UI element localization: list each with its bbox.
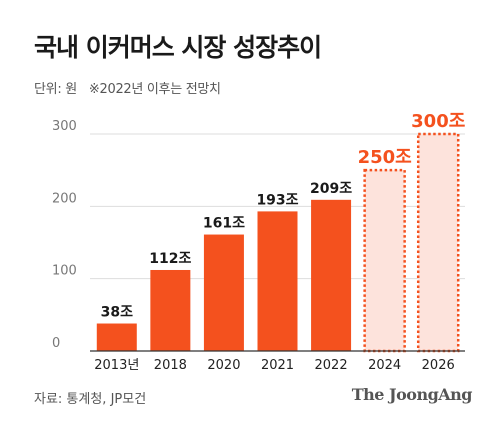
bar: [150, 269, 191, 351]
y-tick-label: 200: [52, 191, 77, 206]
data-label: 112조: [149, 251, 191, 267]
forecast-bar: [363, 168, 406, 353]
data-label: 38조: [101, 305, 133, 321]
data-label: 161조: [203, 216, 245, 232]
data-label: 209조: [310, 181, 352, 197]
forecast-note: ※2022년 이후는 전망치: [88, 82, 221, 97]
data-label: 300조: [411, 111, 465, 132]
x-tick-label: 2021: [261, 358, 294, 373]
data-label: 193조: [256, 192, 298, 208]
x-tick-label: 2026: [422, 358, 455, 373]
brand-logo: The JoongAng: [351, 385, 473, 404]
x-tick-label: 2020: [207, 358, 240, 373]
forecast-bar: [416, 132, 460, 353]
unit-label: 단위: 원: [34, 82, 77, 97]
x-tick-label: 2024: [368, 358, 401, 373]
y-tick-label: 300: [52, 119, 77, 134]
data-label: 250조: [358, 147, 412, 168]
page-title: 국내 이커머스 시장 성장추이: [34, 33, 322, 62]
x-tick-label: 2013년: [94, 358, 139, 373]
x-tick-label: 2018: [154, 358, 187, 373]
bar: [311, 199, 352, 351]
y-tick-label: 100: [52, 264, 77, 279]
x-tick-label: 2022: [315, 358, 348, 373]
bar: [96, 323, 137, 351]
source-credit: 자료: 통계청, JP모건: [34, 392, 147, 407]
unit-line: 단위: 원 ※2022년 이후는 전망치: [34, 78, 221, 97]
bar: [257, 211, 298, 351]
y-tick-label: 0: [52, 336, 60, 351]
bar: [203, 234, 244, 351]
